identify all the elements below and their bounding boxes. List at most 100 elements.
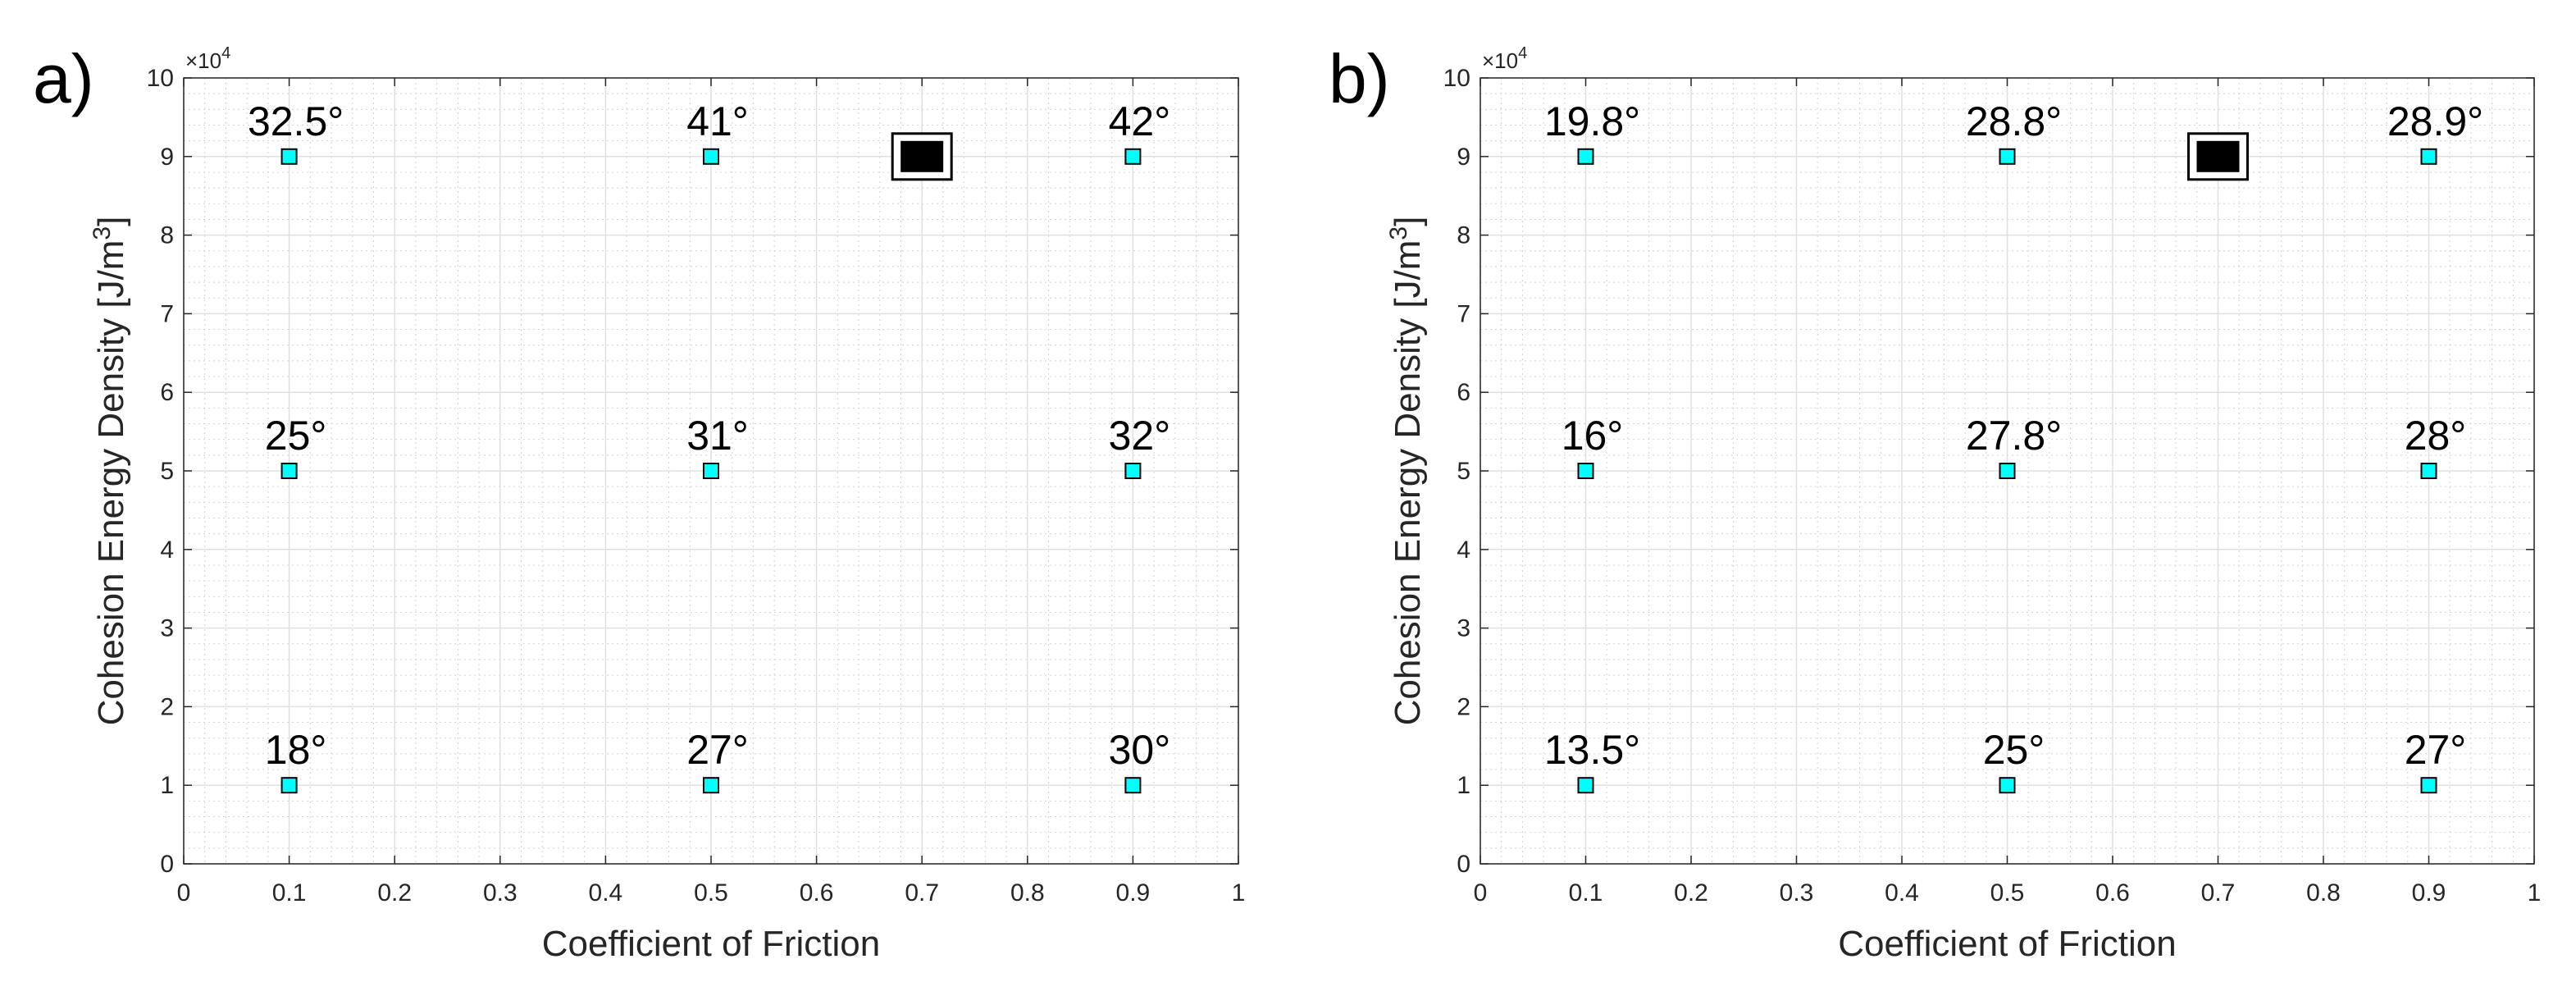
chart-1-data-point-4 xyxy=(1999,463,2016,479)
chart-1-xtick-label-0: 0 xyxy=(1474,879,1488,907)
chart-0-ytick-label-5: 5 xyxy=(160,458,174,485)
chart-1-data-point-0 xyxy=(1577,777,1594,794)
chart-0-angle-label-6: 32.5° xyxy=(248,98,344,144)
chart-1-angle-label-8: 28.9° xyxy=(2387,98,2483,144)
chart-0-ytick-label-1: 1 xyxy=(160,772,174,799)
chart-0-ytick-label-4: 4 xyxy=(160,537,174,564)
chart-0-xtick-label-1: 0.1 xyxy=(272,879,307,907)
chart-0-xlabel: Coefficient of Friction xyxy=(542,924,880,964)
chart-1-angle-label-7: 28.8° xyxy=(1966,98,2062,144)
chart-0-angle-label-0: 18° xyxy=(265,727,327,773)
chart-0-data-point-7 xyxy=(703,148,719,165)
chart-0-ytick-label-6: 6 xyxy=(160,379,174,406)
chart-1-angle-label-2: 27° xyxy=(2405,727,2467,773)
chart-1-angle-label-5: 28° xyxy=(2405,413,2467,459)
chart-0-angle-label-2: 30° xyxy=(1109,727,1171,773)
chart-0-ytick-label-2: 2 xyxy=(160,693,174,720)
chart-1-xlabel: Coefficient of Friction xyxy=(1838,924,2176,964)
chart-1-angle-label-3: 16° xyxy=(1562,413,1624,459)
chart-0-angle-label-3: 25° xyxy=(265,413,327,459)
chart-1-y-exponent-power: 4 xyxy=(1518,44,1527,62)
chart-1-ytick-label-7: 7 xyxy=(1457,300,1470,327)
chart-0-xtick-label-0: 0 xyxy=(177,879,191,907)
chart-0-ytick-label-3: 3 xyxy=(160,615,174,642)
chart-1-reference-marker-fill xyxy=(2196,140,2240,172)
chart-0-ylabel-main: Cohesion Energy Density [J/m xyxy=(91,240,131,726)
chart-1-ylabel: Cohesion Energy Density [J/m3] xyxy=(1385,217,1428,726)
chart-0-angle-label-7: 41° xyxy=(686,98,749,144)
chart-0-data-point-6 xyxy=(280,148,298,165)
chart-0-ytick-label-10: 10 xyxy=(147,65,174,92)
chart-1-angle-label-1: 25° xyxy=(1983,727,2045,773)
chart-1-ytick-label-3: 3 xyxy=(1457,615,1470,642)
chart-1-ytick-label-6: 6 xyxy=(1457,379,1470,406)
chart-1-ytick-label-1: 1 xyxy=(1457,772,1470,799)
chart-0-ytick-label-7: 7 xyxy=(160,300,174,327)
chart-0-ytick-label-0: 0 xyxy=(160,851,174,878)
chart-1-angle-label-0: 13.5° xyxy=(1544,727,1640,773)
chart-1-ytick-label-8: 8 xyxy=(1457,222,1470,249)
chart-1-ylabel-end: ] xyxy=(1388,217,1428,226)
chart-1-data-point-5 xyxy=(2420,463,2437,479)
chart-0-xtick-label-3: 0.3 xyxy=(483,879,517,907)
chart-0-xtick-label-10: 1 xyxy=(1232,879,1246,907)
chart-1-xtick-label-8: 0.8 xyxy=(2306,879,2341,907)
chart-1-reference-marker xyxy=(2187,132,2249,181)
chart-0-data-point-2 xyxy=(1124,777,1142,794)
chart-1-ytick-label-4: 4 xyxy=(1457,537,1470,564)
chart-0-angle-label-5: 32° xyxy=(1109,413,1171,459)
chart-1-xtick-label-9: 0.9 xyxy=(2412,879,2446,907)
chart-1-xtick-label-4: 0.4 xyxy=(1885,879,1919,907)
chart-0-angle-label-1: 27° xyxy=(686,727,749,773)
chart-1-y-exponent-base: ×10 xyxy=(1482,48,1518,73)
chart-0-data-point-0 xyxy=(280,777,298,794)
chart-0-angle-label-8: 42° xyxy=(1109,98,1171,144)
chart-1-ylabel-sup: 3 xyxy=(1385,226,1412,240)
chart-1-data-point-3 xyxy=(1577,463,1594,479)
chart-1-xtick-label-5: 0.5 xyxy=(1990,879,2025,907)
chart-0-xtick-label-8: 0.8 xyxy=(1010,879,1045,907)
chart-0-data-point-3 xyxy=(280,463,298,479)
chart-1-ytick-label-9: 9 xyxy=(1457,144,1470,171)
chart-1-xtick-label-10: 1 xyxy=(2528,879,2542,907)
chart-0-ytick-label-9: 9 xyxy=(160,144,174,171)
chart-0-data-point-8 xyxy=(1124,148,1142,165)
chart-0-y-exponent-power: 4 xyxy=(221,44,230,62)
chart-0-ylabel-sup: 3 xyxy=(89,226,116,240)
chart-0-data-point-5 xyxy=(1124,463,1142,479)
chart-1-xtick-label-6: 0.6 xyxy=(2095,879,2130,907)
chart-0-panel-label: a) xyxy=(33,40,94,117)
chart-0-ylabel: Cohesion Energy Density [J/m3] xyxy=(89,217,131,726)
chart-0-xtick-label-4: 0.4 xyxy=(589,879,623,907)
chart-0-ylabel-end: ] xyxy=(91,217,131,226)
chart-1-angle-label-4: 27.8° xyxy=(1966,413,2062,459)
chart-0-angle-label-4: 31° xyxy=(686,413,749,459)
chart-1-ytick-label-0: 0 xyxy=(1457,851,1470,878)
chart-1-xtick-label-7: 0.7 xyxy=(2201,879,2236,907)
chart-0-data-point-1 xyxy=(703,777,719,794)
chart-1-data-point-2 xyxy=(2420,777,2437,794)
chart-0-xtick-label-2: 0.2 xyxy=(377,879,412,907)
chart-1-xtick-label-1: 0.1 xyxy=(1569,879,1603,907)
chart-0-reference-marker-fill xyxy=(900,140,944,172)
chart-1-data-point-1 xyxy=(1999,777,2016,794)
chart-1-xtick-label-3: 0.3 xyxy=(1780,879,1814,907)
chart-1-data-point-7 xyxy=(1999,148,2016,165)
chart-1-ytick-label-2: 2 xyxy=(1457,693,1470,720)
chart-1-angle-label-6: 19.8° xyxy=(1544,98,1640,144)
chart-1-data-point-6 xyxy=(1577,148,1594,165)
chart-1-y-exponent: ×104 xyxy=(1482,44,1527,73)
chart-0-ytick-label-8: 8 xyxy=(160,222,174,249)
chart-0-reference-marker xyxy=(891,132,953,181)
chart-0-y-exponent: ×104 xyxy=(185,44,230,73)
chart-0-data-point-4 xyxy=(703,463,719,479)
chart-0-xtick-label-6: 0.6 xyxy=(800,879,834,907)
chart-panel-b: 0 0.1 0.2 0.3 0.4 0.5 0.6 0.7 0.8 0.9 101234567891… xyxy=(1329,40,2541,964)
chart-0-xtick-label-9: 0.9 xyxy=(1116,879,1151,907)
chart-panel-a: 0 0.1 0.2 0.3 0.4 0.5 0.6 0.7 0.8 0.9 101234567891… xyxy=(33,40,1245,964)
chart-0-xtick-label-5: 0.5 xyxy=(694,879,728,907)
chart-1-ytick-label-5: 5 xyxy=(1457,458,1470,485)
chart-1-ylabel-main: Cohesion Energy Density [J/m xyxy=(1388,240,1428,726)
chart-1-data-point-8 xyxy=(2420,148,2437,165)
